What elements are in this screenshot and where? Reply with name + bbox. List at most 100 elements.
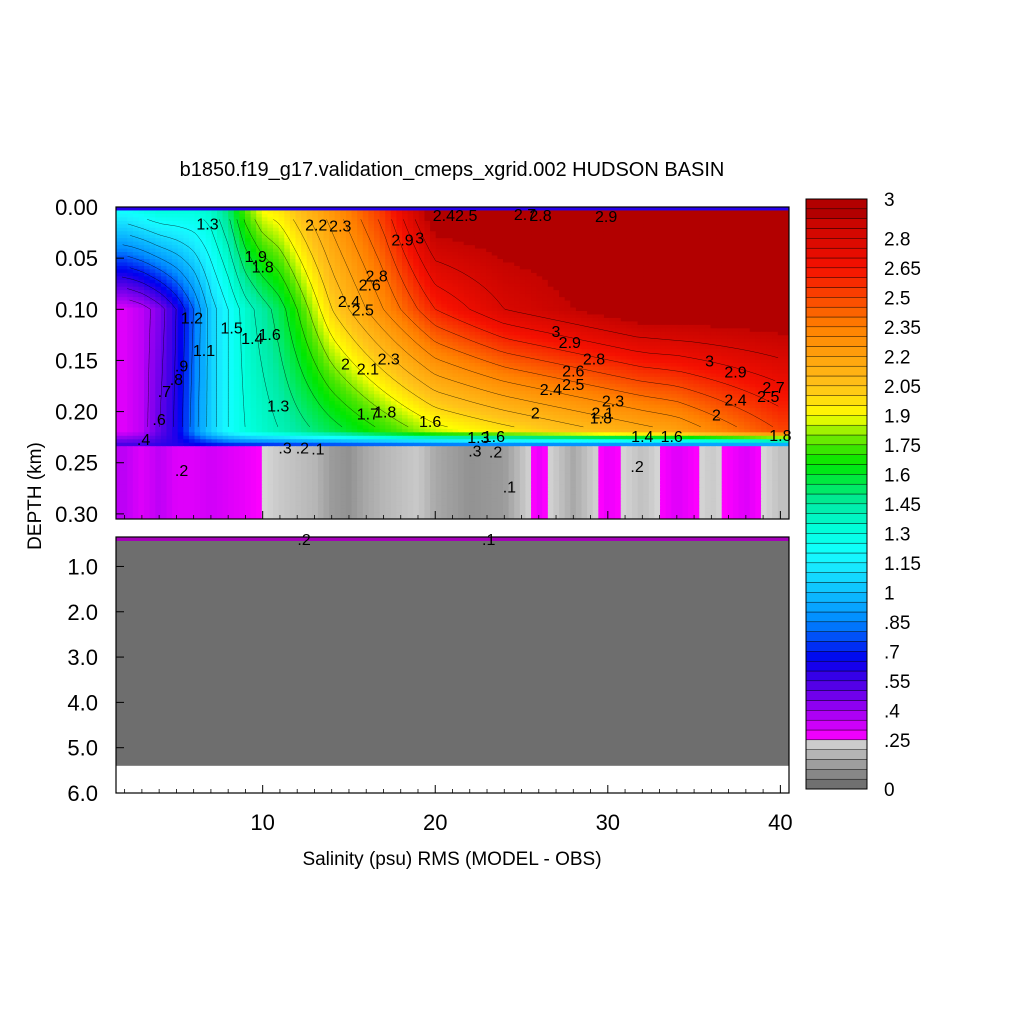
heatmap-cell bbox=[699, 317, 706, 322]
heatmap-cell bbox=[413, 335, 420, 340]
heatmap-cell bbox=[486, 297, 493, 302]
heatmap-cell bbox=[547, 331, 555, 336]
heatmap-cell bbox=[385, 248, 392, 253]
heatmap-cell bbox=[345, 311, 353, 316]
heatmap-cell bbox=[222, 321, 229, 326]
heatmap-cell bbox=[772, 231, 779, 236]
heatmap-cell bbox=[755, 297, 762, 302]
heatmap-cell bbox=[710, 265, 717, 270]
heatmap-cell bbox=[267, 328, 274, 333]
heatmap-cell bbox=[233, 241, 240, 246]
heatmap-cell bbox=[216, 210, 224, 215]
heatmap-cell bbox=[716, 231, 723, 236]
heatmap-cell bbox=[676, 328, 684, 333]
heatmap-cell bbox=[643, 262, 650, 267]
heatmap-cell bbox=[469, 290, 476, 295]
heatmap-cell bbox=[727, 262, 734, 267]
heatmap-cell bbox=[615, 245, 622, 250]
heatmap-cell bbox=[474, 321, 482, 326]
heatmap-cell bbox=[329, 234, 336, 239]
heatmap-cell bbox=[340, 262, 347, 267]
heatmap-cell bbox=[211, 290, 218, 295]
heatmap-cell bbox=[407, 224, 414, 229]
heatmap-cell bbox=[233, 262, 240, 267]
heatmap-cell bbox=[368, 210, 375, 215]
heatmap-cell bbox=[273, 293, 280, 298]
heatmap-cell bbox=[228, 324, 235, 329]
heatmap-cell bbox=[390, 283, 398, 288]
heatmap-cell bbox=[222, 307, 229, 312]
heatmap-cell bbox=[312, 220, 319, 225]
heatmap-cell bbox=[284, 262, 291, 267]
heatmap-cell bbox=[755, 224, 762, 229]
heatmap-cell bbox=[121, 321, 128, 326]
heatmap-cell bbox=[188, 265, 196, 270]
heatmap-cell bbox=[390, 272, 398, 277]
heatmap-cell bbox=[435, 331, 442, 336]
heatmap-cell bbox=[194, 262, 201, 267]
heatmap-cell bbox=[536, 265, 543, 270]
heatmap-cell bbox=[514, 321, 521, 326]
heatmap-cell bbox=[301, 279, 308, 284]
heatmap-cell bbox=[643, 300, 650, 305]
heatmap-cell bbox=[682, 224, 689, 229]
heatmap-cell bbox=[592, 262, 599, 267]
heatmap-cell bbox=[127, 217, 134, 222]
heatmap-cell bbox=[480, 220, 487, 225]
heatmap-cell bbox=[132, 207, 140, 212]
heatmap-cell bbox=[390, 317, 398, 322]
heatmap-cell bbox=[531, 220, 538, 225]
heatmap-cell bbox=[177, 314, 184, 319]
heatmap-cell bbox=[458, 297, 465, 302]
heatmap-cell bbox=[463, 272, 470, 277]
heatmap-cell bbox=[660, 342, 667, 347]
heatmap-cell bbox=[334, 304, 341, 309]
heatmap-cell bbox=[458, 276, 465, 281]
heatmap-cell bbox=[132, 259, 140, 264]
heatmap-cell bbox=[660, 217, 667, 222]
heatmap-cell bbox=[194, 342, 201, 347]
heatmap-cell bbox=[783, 317, 789, 322]
heatmap-cell bbox=[121, 217, 128, 222]
heatmap-cell bbox=[446, 238, 454, 243]
heatmap-cell bbox=[289, 328, 297, 333]
heatmap-cell bbox=[559, 245, 566, 250]
heatmap-cell bbox=[373, 317, 381, 322]
heatmap-cell bbox=[508, 314, 515, 319]
heatmap-cell bbox=[531, 321, 538, 326]
heatmap-cell bbox=[682, 342, 689, 347]
heatmap-cell bbox=[244, 317, 252, 322]
heatmap-cell bbox=[598, 331, 605, 336]
heatmap-cell bbox=[418, 317, 426, 322]
heatmap-cell bbox=[626, 231, 633, 236]
heatmap-cell bbox=[486, 345, 493, 350]
heatmap-cell bbox=[559, 304, 566, 309]
heatmap-cell bbox=[766, 220, 773, 225]
heatmap-cell bbox=[760, 252, 768, 257]
heatmap-cell bbox=[345, 259, 353, 264]
heatmap-cell bbox=[581, 300, 588, 305]
heatmap-cell bbox=[368, 338, 375, 343]
heatmap-cell bbox=[587, 272, 594, 277]
heatmap-cell bbox=[273, 338, 280, 343]
heatmap-cell bbox=[452, 335, 459, 340]
heatmap-cell bbox=[323, 335, 330, 340]
heatmap-cell bbox=[553, 259, 560, 264]
heatmap-cell bbox=[716, 269, 723, 274]
heatmap-cell bbox=[637, 238, 644, 243]
heatmap-cell bbox=[660, 220, 667, 225]
heatmap-cell bbox=[402, 255, 409, 260]
heatmap-cell bbox=[643, 276, 650, 281]
heatmap-cell bbox=[648, 304, 655, 309]
heatmap-cell bbox=[738, 252, 745, 257]
heatmap-cell bbox=[357, 227, 364, 232]
heatmap-cell bbox=[160, 317, 168, 322]
heatmap-cell bbox=[301, 220, 308, 225]
heatmap-cell bbox=[166, 217, 173, 222]
heatmap-cell bbox=[329, 328, 336, 333]
heatmap-cell bbox=[570, 210, 577, 215]
heatmap-cell bbox=[643, 307, 650, 312]
heatmap-cell bbox=[368, 272, 375, 277]
heatmap-cell bbox=[553, 210, 560, 215]
heatmap-cell bbox=[553, 217, 560, 222]
